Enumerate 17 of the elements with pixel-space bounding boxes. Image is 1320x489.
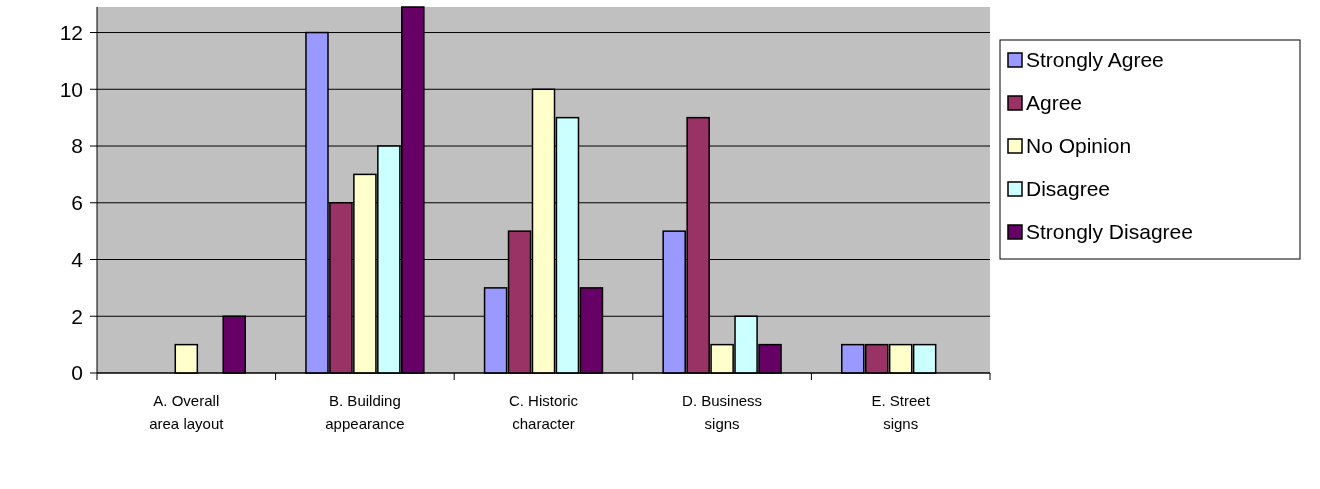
legend-label: Disagree xyxy=(1026,177,1111,201)
legend-label: Strongly Agree xyxy=(1026,48,1164,72)
legend-label: Agree xyxy=(1026,91,1083,115)
legend-label: Strongly Disagree xyxy=(1026,220,1193,244)
y-tick-label: 6 xyxy=(71,191,83,215)
y-tick-label: 0 xyxy=(71,361,83,385)
x-tick-label: A. Overall area layout xyxy=(149,392,225,432)
x-tick-label: D. Business signs xyxy=(682,392,763,432)
y-tick-label: 8 xyxy=(71,134,83,158)
y-tick-label: 12 xyxy=(59,20,83,44)
x-tick-label: C. Historic character xyxy=(508,392,579,432)
x-tick-label: E. Street signs xyxy=(871,392,931,432)
legend-label: No Opinion xyxy=(1026,134,1132,158)
y-tick-label: 4 xyxy=(71,247,84,271)
x-tick-label: B. Building appearance xyxy=(325,392,405,432)
y-tick-label: 2 xyxy=(71,304,83,328)
y-tick-label: 10 xyxy=(59,77,83,101)
